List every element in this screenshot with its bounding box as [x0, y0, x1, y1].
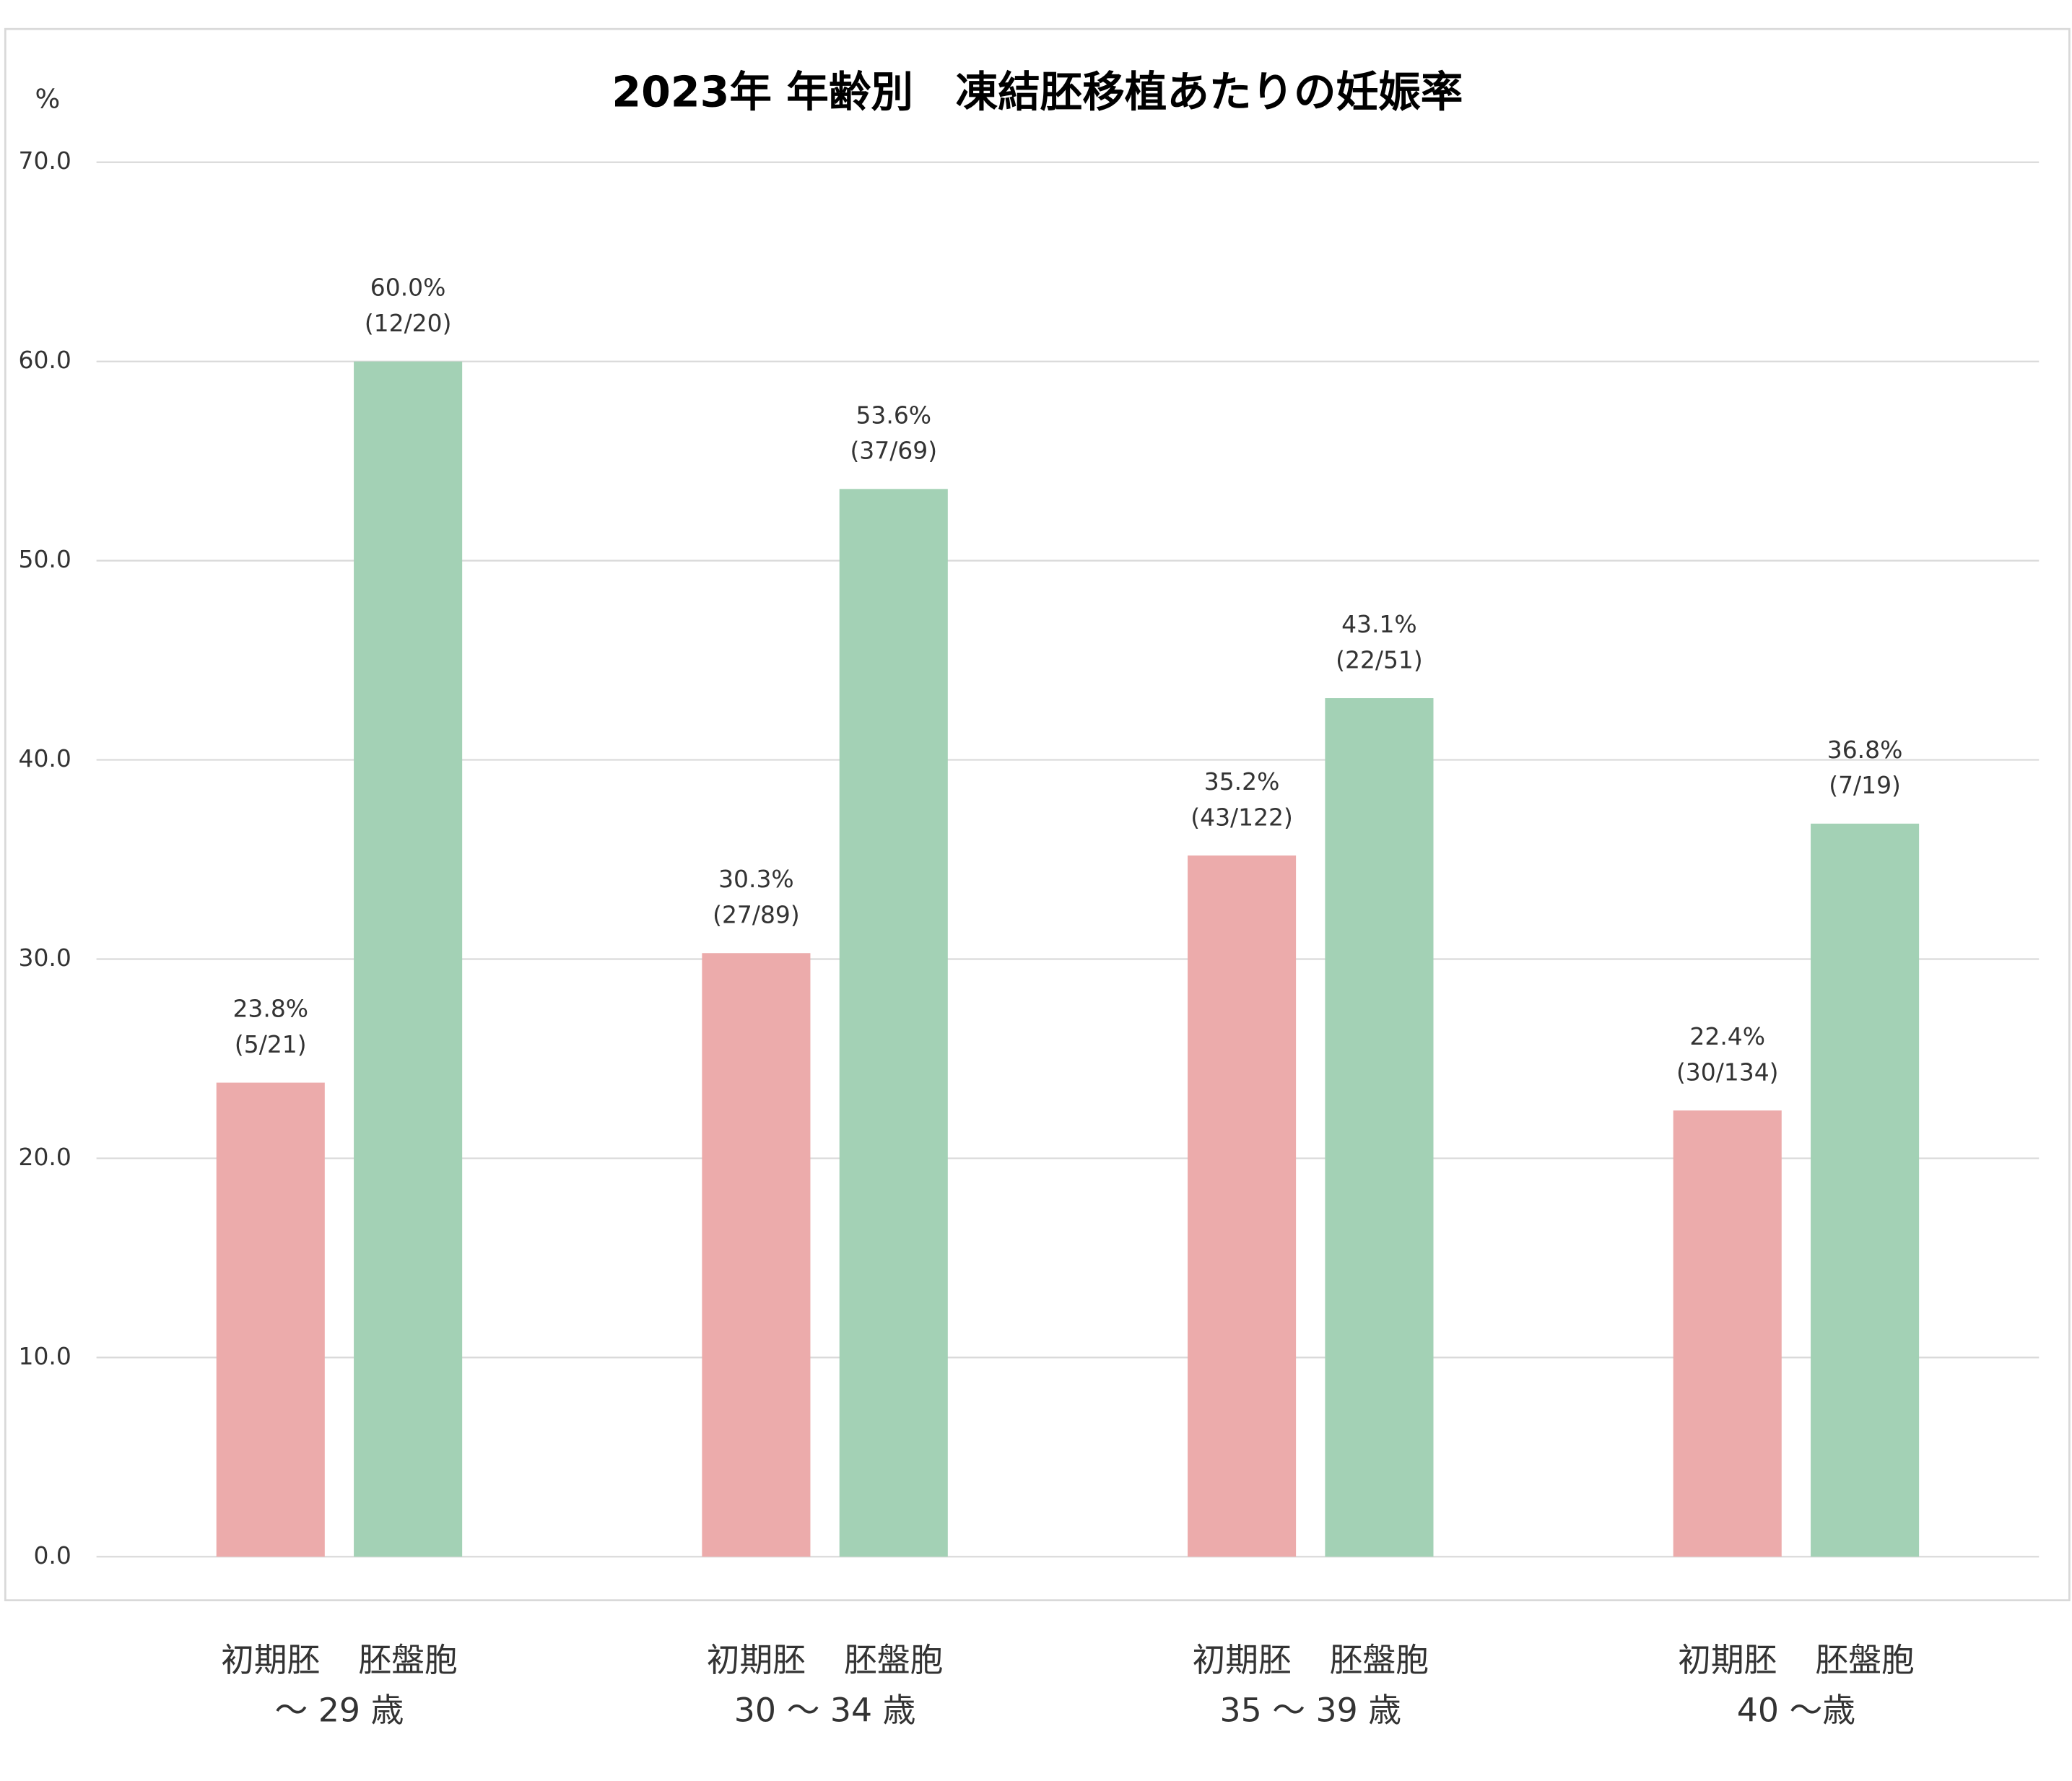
- fraction-label: (5/21): [235, 1030, 307, 1058]
- x-tick-label: 30 〜 34 歳: [734, 1691, 916, 1729]
- fraction-label: (27/89): [713, 901, 800, 929]
- value-label: 23.8%: [232, 995, 308, 1023]
- x-tick-label: 40 〜歳: [1737, 1691, 1855, 1729]
- value-label: 60.0%: [370, 274, 446, 302]
- value-label: 53.6%: [856, 401, 931, 429]
- y-tick-label: 40.0: [18, 744, 71, 772]
- bar: [1325, 698, 1434, 1557]
- fraction-label: (30/134): [1676, 1058, 1779, 1087]
- chart-title: 2023年 年齢別 凍結胚移植あたりの妊娠率: [611, 68, 1463, 117]
- value-label: 22.4%: [1689, 1022, 1765, 1050]
- y-tick-label: 20.0: [18, 1143, 71, 1171]
- series-label: 胚盤胞: [1815, 1641, 1914, 1679]
- fraction-label: (37/69): [850, 437, 937, 465]
- fraction-label: (22/51): [1336, 645, 1423, 674]
- x-tick-label: 〜 29 歳: [275, 1691, 404, 1729]
- fraction-label: (12/20): [365, 309, 452, 337]
- y-axis-label: %: [35, 83, 61, 114]
- series-label: 胚盤胞: [1330, 1641, 1429, 1679]
- value-label: 36.8%: [1827, 736, 1903, 764]
- series-label: 初期胚: [1192, 1641, 1291, 1679]
- x-tick-label: 35 〜 39 歳: [1219, 1691, 1401, 1729]
- y-tick-label: 10.0: [18, 1342, 71, 1370]
- series-label: 胚盤胞: [844, 1641, 943, 1679]
- bar: [216, 1082, 325, 1557]
- y-tick-label: 30.0: [18, 944, 71, 972]
- bar: [1673, 1110, 1782, 1557]
- series-label: 初期胚: [707, 1641, 806, 1679]
- y-tick-label: 70.0: [18, 147, 71, 175]
- fraction-label: (43/122): [1190, 803, 1293, 831]
- bar: [1188, 855, 1297, 1557]
- series-label: 初期胚: [1678, 1641, 1777, 1679]
- value-label: 30.3%: [718, 865, 794, 893]
- bar: [839, 489, 948, 1557]
- y-tick-label: 50.0: [18, 545, 71, 573]
- value-label: 43.1%: [1341, 610, 1417, 638]
- bar: [1811, 823, 1920, 1557]
- y-tick-label: 60.0: [18, 346, 71, 374]
- bar: [354, 361, 463, 1557]
- fraction-label: (7/19): [1829, 771, 1901, 799]
- series-label: 胚盤胞: [358, 1641, 457, 1679]
- value-label: 35.2%: [1204, 767, 1280, 796]
- bar: [702, 953, 811, 1557]
- y-tick-label: 0.0: [33, 1541, 71, 1569]
- series-label: 初期胚: [221, 1641, 320, 1679]
